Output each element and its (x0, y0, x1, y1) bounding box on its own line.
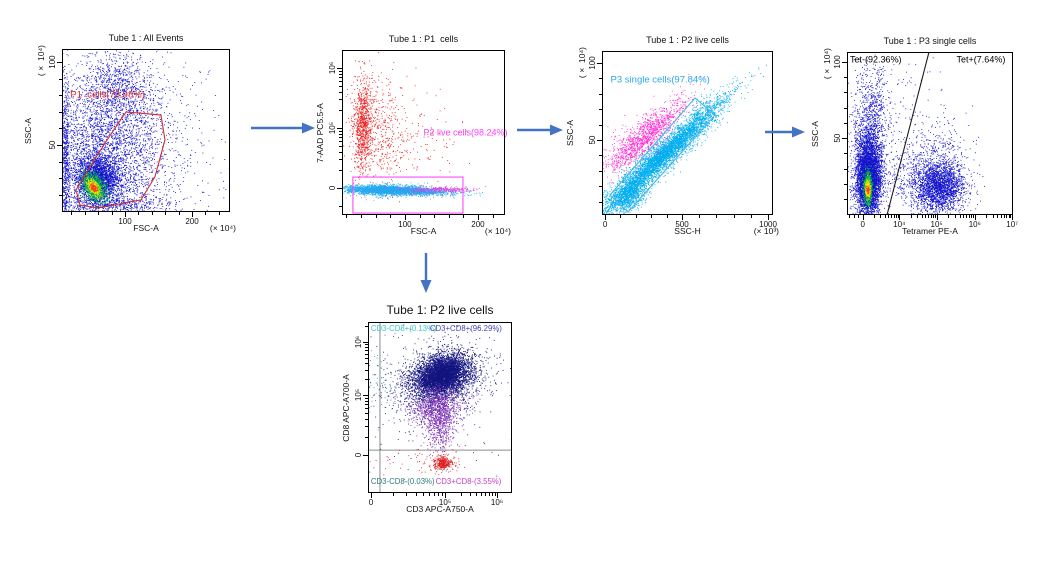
region-label-2: CD3+CD8+(96.29%) (429, 323, 502, 333)
plot-title: Tube 1 : P1 cells (388, 34, 459, 44)
region-label-1: Tet-(92.36%) (849, 54, 902, 65)
x-axis-label: FSC-A (133, 223, 159, 233)
plot-cd3-cd8: Tube 1: P2 live cells CD8 APC-A700-A CD3… (324, 278, 556, 537)
x-axis-label: CD3 APC-A750-A (406, 504, 474, 514)
flow-arrow-1 (251, 122, 315, 134)
region-label-2: Tet+(7.64%) (956, 54, 1006, 65)
region-label-1: CD3-CD8+(0.13%) (370, 323, 437, 333)
plot-title: Tube 1 : All Events (108, 33, 184, 43)
y-axis-multiplier: (× 10⁴) (36, 45, 46, 77)
flow-arrow-2 (517, 124, 563, 136)
plot-all-events: Tube 1 : All Events SSC-A (× 10⁴) FSC-A … (18, 5, 274, 256)
region-label-1: P3 single cells(97.84%) (610, 73, 710, 85)
x-axis-label: Tetramer PE-A (902, 226, 958, 236)
plot-p2-live-cells: Tube 1 : P2 live cells SSC-A (× 10⁴) SSC… (558, 7, 817, 259)
plot-title: Tube 1: P2 live cells (386, 303, 494, 317)
x-axis-label: SSC-H (674, 226, 701, 236)
plot-p1-cells: Tube 1 : P1 cells 7-AAD PC5.5-A FSC-A (×… (298, 6, 549, 259)
y-axis-label: SSC-A (565, 120, 575, 146)
x-axis-multiplier: (× 10⁴) (484, 226, 511, 236)
scatter-canvas (298, 6, 549, 259)
region-label-3: CD3-CD8-(0.03%) (370, 476, 435, 486)
scatter-canvas (324, 278, 556, 537)
region-label-1: P2 live cells(98.24%) (423, 127, 508, 137)
region-label-4: CD3+CD8-(3.55%) (435, 476, 502, 486)
x-axis-multiplier: (× 10⁴) (209, 223, 236, 233)
y-axis-label: SSC-A (810, 120, 820, 147)
plot-title: Tube 1 : P3 single cells (883, 36, 977, 46)
y-axis-multiplier: (× 10⁴) (577, 47, 587, 79)
flow-arrow-4 (420, 253, 432, 293)
scatter-canvas (803, 8, 1039, 259)
plot-p3-single-cells: Tube 1 : P3 single cells SSC-A (× 10⁴) T… (803, 8, 1039, 259)
y-axis-label: CD8 APC-A700-A (341, 373, 351, 442)
plot-title: Tube 1 : P2 live cells (646, 35, 729, 45)
flow-arrow-3 (765, 126, 805, 138)
y-axis-multiplier: (× 10⁴) (822, 48, 832, 80)
scatter-canvas (18, 5, 274, 256)
x-axis-multiplier: (× 10³) (753, 226, 779, 236)
y-axis-label: 7-AAD PC5.5-A (315, 102, 325, 163)
x-axis-label: FSC-A (410, 226, 437, 236)
region-label-1: P1 cells(79.98%) (70, 89, 145, 101)
y-axis-label: SSC-A (23, 117, 33, 144)
